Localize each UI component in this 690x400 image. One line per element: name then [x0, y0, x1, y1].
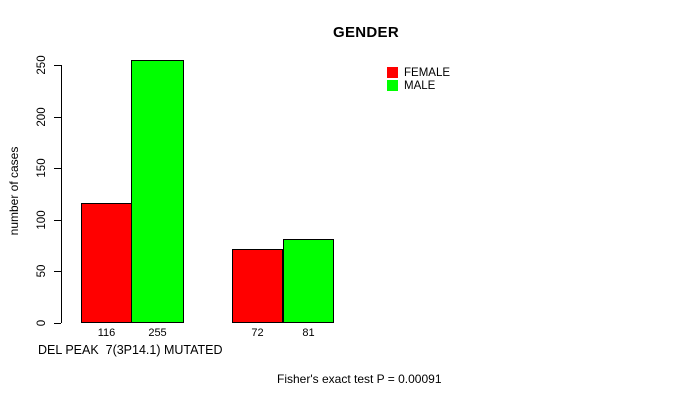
y-axis-title: number of cases: [7, 146, 21, 236]
fisher-test-note: Fisher's exact test P = 0.00091: [277, 372, 442, 386]
x-axis-group-label: DEL PEAK 7(3P14.1) MUTATED: [38, 343, 223, 357]
bar-value-label: 81: [302, 327, 315, 339]
bar-female-group1: [81, 203, 132, 323]
bar-value-label: 116: [97, 327, 116, 339]
y-axis-tick: [54, 271, 61, 272]
legend-label: MALE: [404, 79, 436, 92]
y-axis-tick-label: 250: [36, 55, 48, 75]
legend-item-male: MALE: [387, 79, 450, 92]
y-axis-tick: [54, 323, 61, 324]
bar-male-group2: [283, 239, 334, 323]
legend-swatch-male: [387, 80, 398, 91]
y-axis-tick-label: 200: [36, 107, 48, 127]
legend: FEMALE MALE: [387, 66, 450, 92]
y-axis-tick: [54, 168, 61, 169]
y-axis-tick: [54, 220, 61, 221]
y-axis-tick-label: 0: [36, 319, 48, 327]
y-axis-tick-label: 50: [36, 264, 48, 278]
legend-item-female: FEMALE: [387, 66, 450, 79]
bar-value-label: 72: [251, 327, 264, 339]
y-axis-tick: [54, 65, 61, 66]
bar-female-group2: [232, 248, 283, 323]
y-axis-line: [61, 65, 62, 323]
y-axis-tick: [54, 117, 61, 118]
chart-title: GENDER: [333, 24, 399, 41]
legend-swatch-female: [387, 67, 398, 78]
y-axis-tick-label: 150: [36, 158, 48, 178]
legend-label: FEMALE: [404, 66, 451, 79]
bar-male-group1: [131, 59, 184, 323]
y-axis-tick-label: 100: [36, 210, 48, 230]
bar-value-label: 255: [148, 327, 167, 339]
